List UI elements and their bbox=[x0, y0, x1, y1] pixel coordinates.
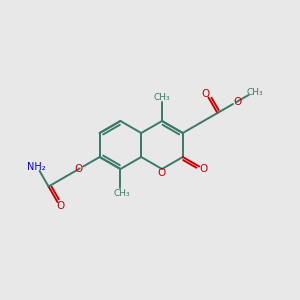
Text: NH₂: NH₂ bbox=[27, 162, 46, 172]
Text: O: O bbox=[200, 164, 208, 173]
Text: CH₃: CH₃ bbox=[154, 92, 170, 101]
Text: CH₃: CH₃ bbox=[246, 88, 263, 97]
Text: O: O bbox=[202, 89, 210, 99]
Text: CH₃: CH₃ bbox=[113, 188, 130, 197]
Text: O: O bbox=[75, 164, 83, 173]
Text: O: O bbox=[158, 168, 166, 178]
Text: O: O bbox=[56, 201, 64, 211]
Text: O: O bbox=[233, 97, 242, 107]
